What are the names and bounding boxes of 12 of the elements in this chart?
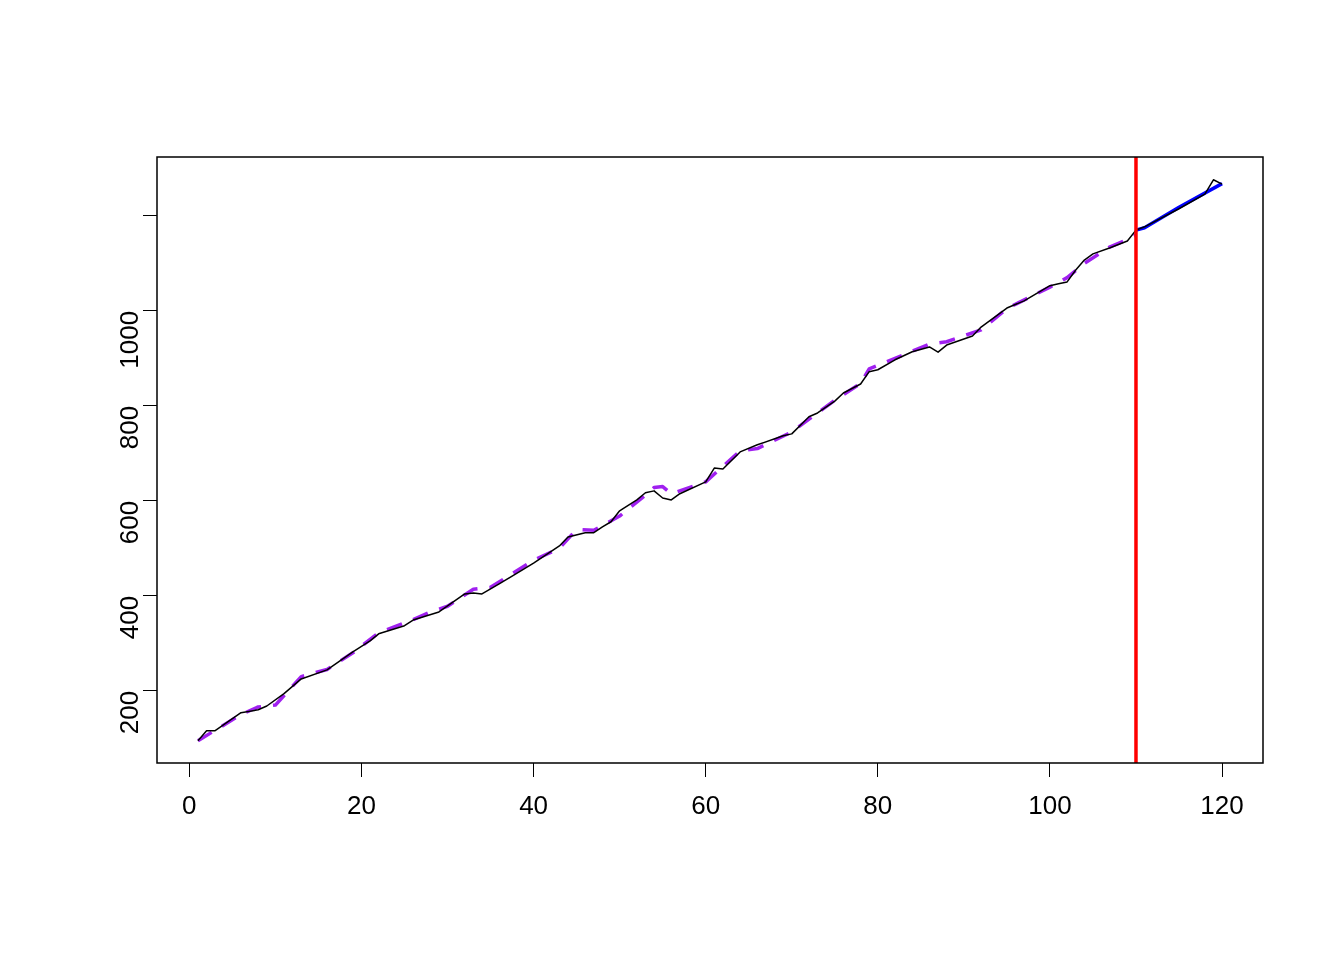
x-tick-label: 60 bbox=[691, 789, 721, 820]
y-tick-label: 1000 bbox=[114, 310, 145, 369]
y-tick-label: 400 bbox=[114, 595, 145, 640]
x-tick-label: 20 bbox=[347, 789, 376, 820]
x-tick-label: 80 bbox=[863, 789, 893, 820]
x-tick-label: 100 bbox=[1028, 789, 1072, 820]
x-tick-label: 120 bbox=[1200, 789, 1244, 820]
y-tick-label: 600 bbox=[114, 500, 145, 545]
y-tick-label: 200 bbox=[114, 690, 145, 735]
x-tick-label: 0 bbox=[182, 789, 197, 820]
y-tick-label: 800 bbox=[114, 405, 145, 450]
x-tick-label: 40 bbox=[519, 789, 549, 820]
